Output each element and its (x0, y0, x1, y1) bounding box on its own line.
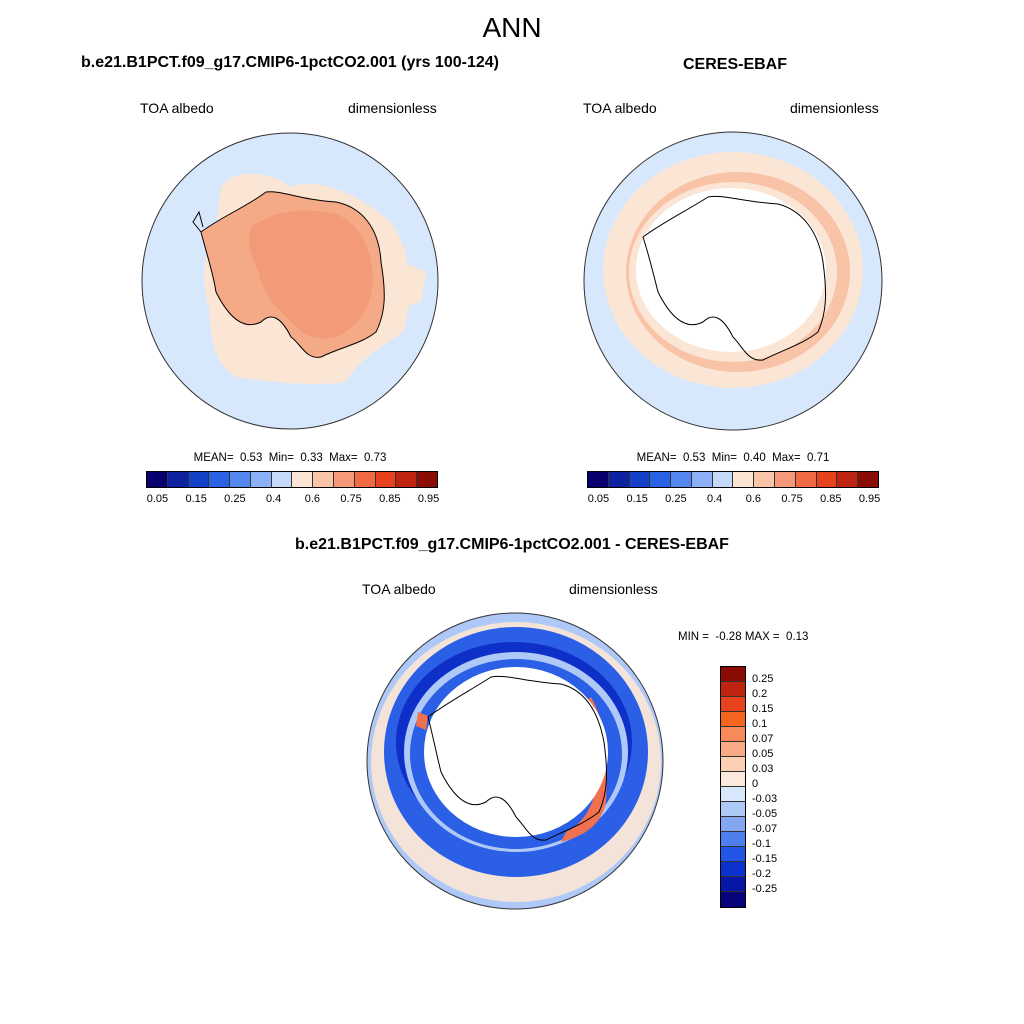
colorbar-cell (396, 472, 418, 487)
colorbar-cell (721, 727, 745, 742)
colorbar-label: 0.07 (752, 733, 774, 745)
colorbar-tick-label: 0.25 (224, 493, 246, 505)
colorbar-cell (375, 472, 397, 487)
colorbar-cell (816, 472, 838, 487)
colorbar-cell (650, 472, 672, 487)
colorbar-tick-label: 0.85 (820, 493, 842, 505)
colorbar-cell (250, 472, 272, 487)
colorbar-label: 0 (752, 778, 759, 790)
obs-colorbar (587, 471, 879, 488)
colorbar-cell (147, 472, 168, 487)
diff-units-label: dimensionless (569, 581, 658, 597)
colorbar-cell (721, 757, 745, 772)
colorbar-cell (292, 472, 314, 487)
colorbar-tick-label: 0.05 (587, 493, 610, 505)
colorbar-cell (721, 787, 745, 802)
colorbar-cell (795, 472, 817, 487)
diff-colorbar-labels: 0.25 0.2 0.15 0.1 0.07 0.05 0.03 0 -0.03 -0.05 -0.… (752, 666, 792, 908)
colorbar-cell (588, 472, 609, 487)
colorbar-label: 0.15 (752, 703, 774, 715)
colorbar-label: -0.15 (752, 853, 778, 865)
model-colorbar (146, 471, 438, 488)
colorbar-label: -0.07 (752, 823, 778, 835)
colorbar-tick-label: 0.85 (379, 493, 401, 505)
colorbar-cell (691, 472, 713, 487)
obs-polar-map (583, 131, 883, 431)
obs-units-label: dimensionless (790, 100, 879, 116)
colorbar-tick-label: 0.4 (706, 493, 723, 505)
model-colorbar-ticks: 0.05 0.15 0.25 0.4 0.6 0.75 0.85 0.95 (146, 493, 440, 507)
colorbar-cell (721, 682, 745, 697)
obs-variable-label: TOA albedo (583, 100, 657, 116)
colorbar-cell (721, 847, 745, 862)
diff-colorbar (720, 666, 746, 908)
colorbar-label: -0.05 (752, 808, 778, 820)
colorbar-cell (271, 472, 293, 487)
colorbar-tick-label: 0.4 (265, 493, 282, 505)
colorbar-cell (721, 817, 745, 832)
obs-stats: MEAN= 0.53 Min= 0.40 Max= 0.71 (636, 452, 830, 464)
colorbar-cell (188, 472, 210, 487)
colorbar-label: 0.2 (752, 688, 768, 700)
model-variable-label: TOA albedo (140, 100, 214, 116)
colorbar-cell (721, 802, 745, 817)
colorbar-tick-label: 0.95 (858, 493, 881, 505)
colorbar-tick-label: 0.15 (185, 493, 207, 505)
colorbar-label: -0.03 (752, 793, 778, 805)
colorbar-cell (721, 892, 745, 907)
model-units-label: dimensionless (348, 100, 437, 116)
diff-stats: MIN = -0.28 MAX = 0.13 (678, 631, 809, 643)
colorbar-cell (721, 697, 745, 712)
colorbar-label: -0.1 (752, 838, 771, 850)
colorbar-cell (721, 772, 745, 787)
colorbar-cell (712, 472, 734, 487)
colorbar-tick-label: 0.6 (304, 493, 321, 505)
diff-polar-map (366, 612, 664, 910)
colorbar-cell (721, 742, 745, 757)
colorbar-cell (721, 667, 745, 682)
colorbar-cell (733, 472, 755, 487)
colorbar-label: -0.2 (752, 868, 771, 880)
colorbar-tick-label: 0.05 (146, 493, 169, 505)
colorbar-cell (313, 472, 335, 487)
colorbar-cell (209, 472, 231, 487)
colorbar-cell (754, 472, 776, 487)
colorbar-tick-label: 0.25 (665, 493, 687, 505)
colorbar-label: 0.25 (752, 673, 774, 685)
colorbar-label: -0.25 (752, 883, 778, 895)
model-polar-map (141, 132, 439, 430)
diff-variable-label: TOA albedo (362, 581, 436, 597)
diff-panel-title: b.e21.B1PCT.f09_g17.CMIP6-1pctCO2.001 - … (295, 536, 729, 553)
colorbar-cell (354, 472, 376, 487)
colorbar-tick-label: 0.75 (340, 493, 362, 505)
colorbar-cell (629, 472, 651, 487)
colorbar-label: 0.05 (752, 748, 774, 760)
colorbar-cell (775, 472, 796, 487)
colorbar-cell (721, 712, 745, 727)
colorbar-cell (858, 472, 878, 487)
colorbar-cell (837, 472, 859, 487)
colorbar-cell (721, 862, 745, 877)
colorbar-tick-label: 0.95 (417, 493, 440, 505)
colorbar-tick-label: 0.75 (781, 493, 803, 505)
colorbar-cell (608, 472, 630, 487)
colorbar-cell (167, 472, 189, 487)
obs-panel-title: CERES-EBAF (682, 56, 787, 73)
colorbar-tick-label: 0.15 (626, 493, 648, 505)
colorbar-cell (671, 472, 692, 487)
colorbar-cell (334, 472, 355, 487)
colorbar-cell (721, 832, 745, 847)
colorbar-cell (417, 472, 437, 487)
obs-colorbar-ticks: 0.05 0.15 0.25 0.4 0.6 0.75 0.85 0.95 (587, 493, 881, 507)
figure-title: ANN (482, 12, 542, 43)
colorbar-label: 0.1 (752, 718, 768, 730)
colorbar-tick-label: 0.6 (745, 493, 762, 505)
colorbar-cell (721, 877, 745, 892)
model-stats: MEAN= 0.53 Min= 0.33 Max= 0.73 (193, 452, 387, 464)
model-panel-title: b.e21.B1PCT.f09_g17.CMIP6-1pctCO2.001 (y… (81, 54, 499, 71)
colorbar-label: 0.03 (752, 763, 774, 775)
colorbar-cell (230, 472, 251, 487)
